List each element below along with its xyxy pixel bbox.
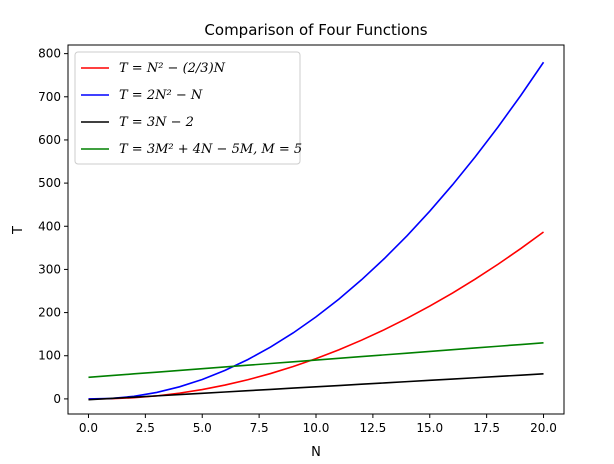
y-tick-label: 600: [38, 133, 61, 147]
legend-box: [74, 51, 301, 165]
y-tick-label: 0: [53, 392, 61, 406]
x-tick-label: 17.5: [473, 421, 500, 435]
legend-entry-1: T = N² − (2/3)N: [119, 61, 226, 76]
x-axis: 0.0 2.5 5.0 7.5 10.0 12.5 15.0 17.5 20.0: [79, 414, 557, 435]
y-axis-label: T: [11, 226, 26, 235]
y-tick-label: 400: [38, 219, 61, 233]
x-tick-label: 7.5: [250, 421, 269, 435]
y-tick-label: 300: [38, 262, 61, 276]
x-tick-label: 5.0: [193, 421, 212, 435]
y-axis: 0 100 200 300 400 500 600 700 800: [38, 47, 68, 406]
legend: T = N² − (2/3)N T = 2N² − N T = 3N − 2 T = …: [74, 51, 302, 165]
chart-title: Comparison of Four Functions: [204, 21, 427, 39]
legend-entry-3: T = 3N − 2: [119, 115, 194, 130]
x-tick-label: 10.0: [303, 421, 330, 435]
y-tick-label: 200: [38, 306, 61, 320]
x-tick-label: 0.0: [79, 421, 98, 435]
series-line-3: [88, 373, 544, 401]
x-tick-label: 2.5: [136, 421, 155, 435]
y-tick-label: 500: [38, 176, 61, 190]
x-tick-label: 20.0: [530, 421, 557, 435]
y-tick-label: 800: [38, 47, 61, 61]
y-tick-label: 100: [38, 349, 61, 363]
x-tick-label: 15.0: [416, 421, 443, 435]
legend-entry-4: T = 3M² + 4N − 5M, M = 5: [119, 142, 302, 157]
y-tick-label: 700: [38, 90, 61, 104]
x-axis-label: N: [311, 445, 321, 460]
series-line-2: [88, 61, 545, 400]
series-line-1: [88, 231, 544, 400]
series-line-4: [88, 341, 544, 379]
x-tick-label: 12.5: [360, 421, 387, 435]
legend-entry-2: T = 2N² − N: [119, 88, 203, 103]
